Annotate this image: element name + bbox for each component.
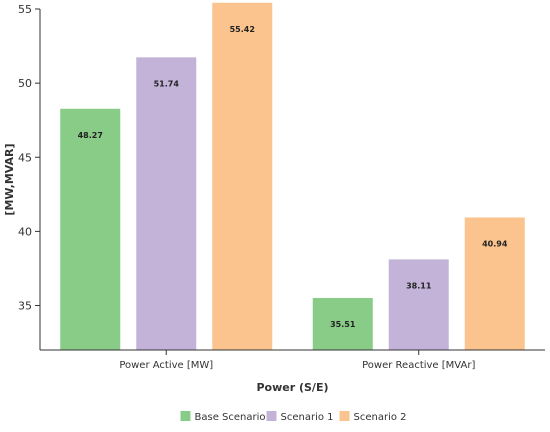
y-axis-title: [MW,MVAR] [3,143,16,215]
bars [60,2,525,351]
legend-swatch [339,411,350,421]
bar-scenario-2-power-active-mw [212,2,273,351]
bar-scenario-1-power-active-mw [136,57,197,351]
legend-swatch [180,411,191,421]
y-tick-label: 50 [18,77,32,90]
bar-base-scenario-power-reactive-mvar [312,297,373,350]
data-label: 40.94 [482,239,508,248]
bar-scenario-2-power-reactive-mvar [464,217,525,350]
legend-label: Scenario 2 [354,412,407,423]
y-tick-label: 55 [18,3,32,16]
data-label: 38.11 [406,281,432,290]
legend: Base Scenario Scenario 1 Scenario 2 [180,411,407,423]
x-axis-title: Power (S/E) [256,381,328,394]
y-axis-ticks: 35 40 45 50 55 [18,3,40,313]
y-tick-label: 45 [18,151,32,164]
y-tick-label: 40 [18,225,32,238]
legend-item-scenario-2: Scenario 2 [339,411,407,423]
legend-label: Base Scenario [195,412,266,423]
bar-scenario-1-power-reactive-mvar [388,259,449,350]
data-labels: 48.27 51.74 55.42 35.51 38.11 40.94 [78,25,508,329]
data-label: 48.27 [78,131,103,140]
data-label: 55.42 [230,25,255,34]
legend-item-scenario-1: Scenario 1 [266,411,334,423]
legend-label: Scenario 1 [281,412,334,423]
x-category-label: Power Active [MW] [119,360,213,371]
legend-swatch [266,411,277,421]
x-axis-categories: Power Active [MW] Power Reactive [MVAr] [119,350,475,371]
y-tick-label: 35 [18,300,32,313]
x-category-label: Power Reactive [MVAr] [362,360,475,371]
data-label: 35.51 [330,320,356,329]
bar-base-scenario-power-active-mw [60,108,121,350]
data-label: 51.74 [154,79,180,88]
legend-item-base-scenario: Base Scenario [180,411,266,423]
